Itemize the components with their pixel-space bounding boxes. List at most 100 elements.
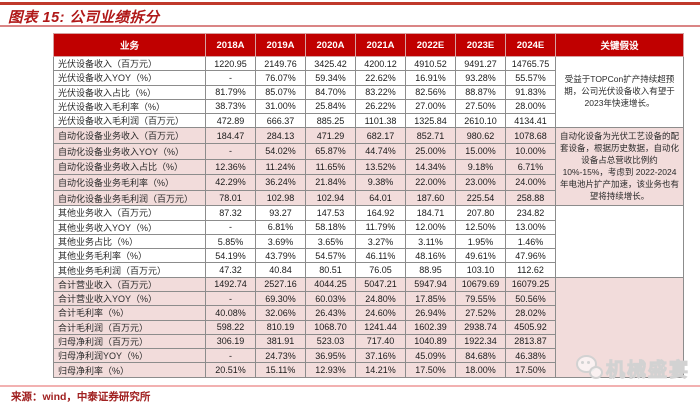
cell-value: 65.87% (305, 142, 356, 160)
cell-value: 4200.12 (355, 55, 406, 72)
cell-value: 1068.70 (305, 319, 356, 335)
cell-value: 22.00% (405, 174, 456, 191)
cell-value: 55.57% (505, 70, 556, 86)
cell-value: 234.82 (505, 205, 556, 221)
cell-value: 9.18% (455, 158, 506, 176)
cell-value: 1.46% (505, 233, 556, 250)
cell-value: 31.00% (255, 98, 306, 115)
cell-value: 54.19% (205, 248, 256, 264)
row-label: 光伏设备收入（百万元） (53, 55, 206, 72)
cell-value: 1220.95 (205, 55, 256, 72)
table-row: 自动化设备业务收入占比（%） 12.36% 11.24% 11.65% 13.52% 14… (53, 158, 684, 176)
cell-value: 852.71 (405, 127, 456, 144)
cell-value: 682.17 (355, 127, 406, 144)
cell-value: 40.08% (205, 305, 256, 321)
cell-value: 12.50% (455, 219, 506, 235)
cell-value: 38.73% (205, 98, 256, 115)
cell-value: 20.51% (205, 362, 256, 378)
table-row: 自动化设备业务毛利率（%） 42.29% 36.24% 21.84% 9.38% 22.0… (53, 174, 684, 191)
cell-value: 666.37 (255, 113, 306, 129)
cell-value: 4134.41 (505, 113, 556, 129)
assumption-cell: 受益于TOPCon扩产持续超预期，公司光伏设备收入有望于2023年快速增长。 (555, 55, 684, 129)
cell-value: 78.01 (205, 189, 256, 207)
cell-value: 523.03 (305, 333, 356, 350)
cell-value: 10679.69 (455, 276, 506, 293)
cell-value: 472.89 (205, 113, 256, 129)
cell-value: 1040.89 (405, 333, 456, 350)
cell-value: 3.27% (355, 233, 406, 250)
table-row: 光伏设备收入（百万元） 1220.95 2149.76 3425.42 4200.12 4… (53, 55, 684, 129)
row-label: 其他业务毛利率（%） (53, 248, 206, 264)
row-label: 其他业务占比（%） (53, 233, 206, 250)
cell-value: 49.61% (455, 248, 506, 264)
cell-value: 45.09% (405, 348, 456, 364)
row-label: 自动化设备业务收入（百万元） (53, 127, 206, 144)
cell-value: 50.56% (505, 290, 556, 307)
cell-value: 11.24% (255, 158, 306, 176)
cell-value: 2813.87 (505, 333, 556, 350)
cell-value: 3.11% (405, 233, 456, 250)
cell-value: 18.00% (455, 362, 506, 378)
cell-value: 15.00% (455, 142, 506, 160)
cell-value: 306.19 (205, 333, 256, 350)
cell-value: 258.88 (505, 189, 556, 207)
cell-value: 36.95% (305, 348, 356, 364)
cell-value: 1492.74 (205, 276, 256, 293)
cell-value: 82.56% (405, 84, 456, 100)
cell-value: 187.60 (405, 189, 456, 207)
cell-value: 2527.16 (255, 276, 306, 293)
cell-value: 26.22% (355, 98, 406, 115)
table-row: 其他业务毛利润（百万元） 47.32 40.84 80.51 76.05 88.95 103… (53, 262, 684, 278)
cell-value: 4505.92 (505, 319, 556, 335)
cell-value: 1101.38 (355, 113, 406, 129)
cell-value: 11.79% (355, 219, 406, 235)
cell-value: 1602.39 (405, 319, 456, 335)
cell-value: 12.00% (405, 219, 456, 235)
cell-value: 46.38% (505, 348, 556, 364)
cell-value: - (205, 70, 256, 86)
bottom-divider (0, 385, 700, 387)
table-row: 合计毛利率（%） 40.08% 32.06% 26.43% 24.60% 26.94% 27… (53, 305, 684, 321)
row-label: 归母净利率（%） (53, 362, 206, 378)
figure-title: 图表 15: 公司业绩拆分 (8, 10, 160, 26)
cell-value: 2610.10 (455, 113, 506, 129)
cell-value: 93.27 (255, 205, 306, 221)
table-row: 合计毛利润（百万元） 598.22 810.19 1068.70 1241.44 1602… (53, 319, 684, 335)
cell-value: 54.02% (255, 142, 306, 160)
table-row: 归母净利率（%） 20.51% 15.11% 12.93% 14.21% 17.50% 18… (53, 362, 684, 378)
column-header-1: 2018A (205, 33, 256, 57)
row-label: 归母净利润YOY（%） (53, 348, 206, 364)
cell-value: 14765.75 (505, 55, 556, 72)
row-label: 其他业务收入YOY（%） (53, 219, 206, 235)
cell-value: 81.79% (205, 84, 256, 100)
cell-value: 54.57% (305, 248, 356, 264)
cell-value: 40.84 (255, 262, 306, 278)
cell-value: 26.43% (305, 305, 356, 321)
cell-value: 3425.42 (305, 55, 356, 72)
wechat-eye-right (587, 361, 590, 364)
table-row: 合计营业收入（百万元） 1492.74 2527.16 4044.25 5047.21 5… (53, 276, 684, 379)
cell-value: 46.11% (355, 248, 406, 264)
wechat-eye-left (581, 361, 584, 364)
cell-value: 25.00% (405, 142, 456, 160)
table-row: 其他业务收入（百万元） 87.32 93.27 147.53 164.92 184.71 2… (53, 205, 684, 278)
cell-value: 79.55% (455, 290, 506, 307)
cell-value: 28.02% (505, 305, 556, 321)
row-label: 光伏设备收入毛利润（百万元） (53, 113, 206, 129)
cell-value: 102.94 (305, 189, 356, 207)
row-label: 合计毛利率（%） (53, 305, 206, 321)
cell-value: 27.52% (455, 305, 506, 321)
cell-value: 184.47 (205, 127, 256, 144)
cell-value: 184.71 (405, 205, 456, 221)
column-header-7: 2024E (505, 33, 556, 57)
cell-value: 27.50% (455, 98, 506, 115)
cell-value: 24.60% (355, 305, 406, 321)
cell-value: 59.34% (305, 70, 356, 86)
cell-value: 60.03% (305, 290, 356, 307)
cell-value: 14.21% (355, 362, 406, 378)
cell-value: 598.22 (205, 319, 256, 335)
source-note: 来源：wind，中泰证券研究所 (11, 391, 151, 403)
cell-value: 147.53 (305, 205, 356, 221)
column-header-3: 2020A (305, 33, 356, 57)
cell-value: 3.69% (255, 233, 306, 250)
